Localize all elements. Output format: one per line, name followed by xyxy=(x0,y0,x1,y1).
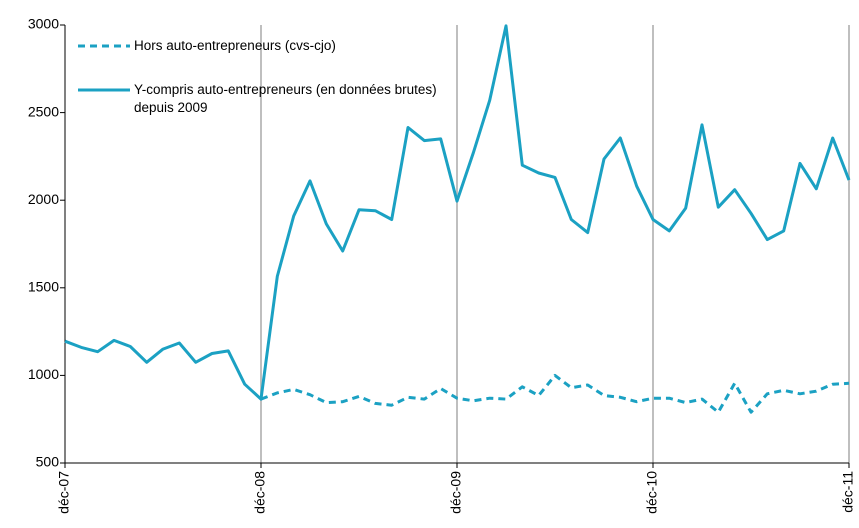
x-tick-label: déc-11 xyxy=(840,471,856,513)
x-tick-label: déc-10 xyxy=(644,471,660,514)
y-tick-label: 1500 xyxy=(28,279,59,295)
y-tick-label: 2000 xyxy=(28,191,59,207)
y-tick-label: 500 xyxy=(36,454,60,470)
x-tick-label: déc-08 xyxy=(252,471,268,514)
x-tick-label: déc-07 xyxy=(56,471,72,514)
legend-label: Y-compris auto-entrepreneurs (en données… xyxy=(134,82,437,115)
x-tick-label: déc-09 xyxy=(448,471,464,514)
y-tick-label: 1000 xyxy=(28,366,59,382)
line-series xyxy=(260,373,850,414)
line-series xyxy=(64,24,851,401)
y-tick-label: 2500 xyxy=(28,103,59,119)
legend-label: Hors auto-entrepreneurs (cvs-cjo) xyxy=(134,38,336,53)
y-tick-label: 3000 xyxy=(28,16,59,32)
